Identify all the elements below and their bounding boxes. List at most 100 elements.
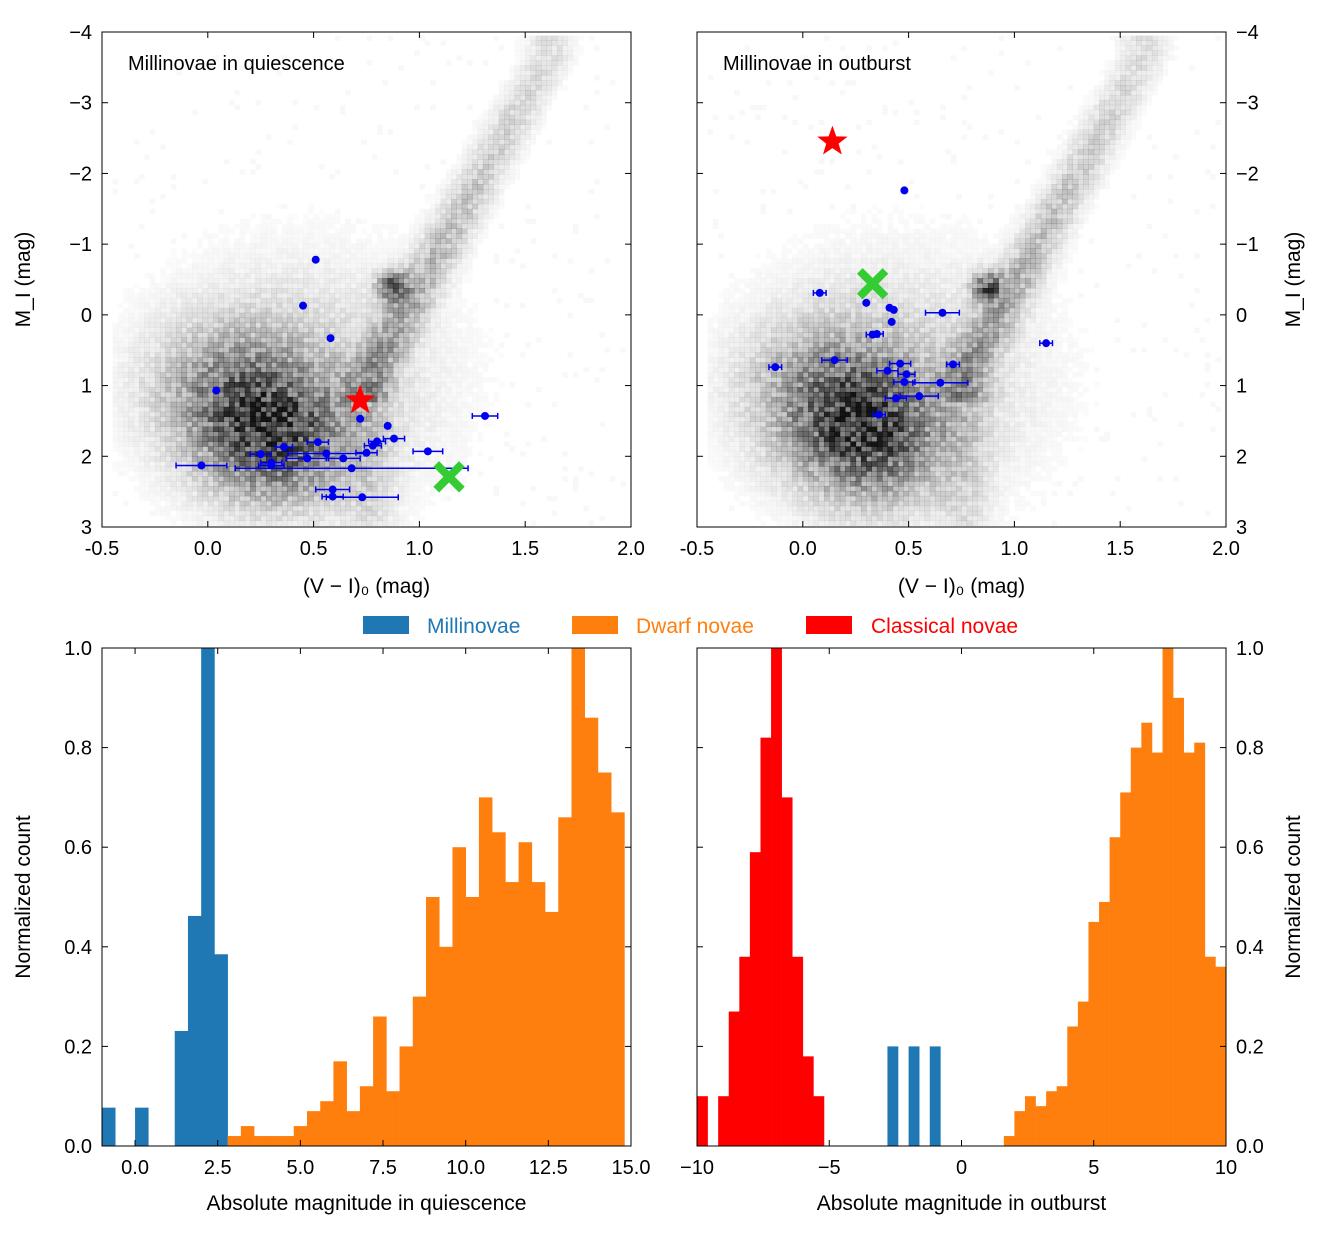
density-cell	[504, 164, 510, 170]
density-cell	[239, 431, 246, 437]
density-cell	[213, 421, 219, 427]
density-cell	[398, 362, 404, 368]
density-cell	[472, 179, 478, 185]
density-cell	[329, 347, 336, 353]
density-cell	[451, 328, 457, 333]
density-cell	[734, 411, 740, 418]
density-cell	[424, 317, 431, 324]
density-cell	[160, 446, 166, 452]
density-cell	[456, 218, 463, 225]
density-cell	[382, 268, 389, 274]
density-cell	[170, 431, 177, 437]
density-cell	[240, 219, 246, 224]
density-cell	[281, 515, 288, 522]
density-cell	[387, 456, 394, 462]
density-cell	[504, 99, 510, 106]
density-cell	[477, 188, 484, 195]
density-cell	[149, 312, 156, 319]
density-cell	[456, 402, 462, 407]
density-cell	[139, 446, 145, 451]
density-cell	[718, 347, 724, 353]
density-cell	[525, 134, 531, 140]
density-cell	[171, 516, 177, 521]
density-cell	[255, 372, 262, 378]
density-cell	[234, 105, 240, 110]
density-cell	[345, 391, 352, 398]
data-point	[257, 461, 285, 470]
density-cell	[567, 55, 574, 61]
density-cell	[313, 401, 320, 408]
density-cell	[292, 287, 299, 294]
density-cell	[218, 312, 225, 319]
density-cell	[265, 307, 272, 314]
density-cell	[324, 505, 330, 512]
density-cell	[366, 520, 373, 526]
density-cell	[445, 258, 452, 264]
density-cell	[165, 456, 172, 462]
density-cell	[234, 253, 240, 258]
density-cell	[149, 357, 156, 363]
density-cell	[435, 411, 441, 418]
density-cell	[170, 386, 177, 393]
density-cell	[292, 406, 299, 413]
density-cell	[297, 372, 304, 378]
density-cell	[297, 327, 304, 333]
density-cell	[303, 421, 309, 427]
density-cell	[504, 114, 510, 121]
density-cell	[181, 307, 188, 314]
density-cell	[144, 431, 151, 437]
density-cell	[546, 70, 553, 76]
density-cell	[414, 105, 420, 110]
density-cell	[123, 293, 129, 298]
density-cell	[133, 421, 140, 427]
density-cell	[281, 505, 288, 512]
density-cell	[355, 362, 362, 368]
density-cell	[165, 273, 171, 278]
density-cell	[366, 297, 373, 304]
density-cell	[139, 303, 145, 308]
density-cell	[446, 313, 452, 318]
density-cell	[281, 347, 288, 353]
density-cell	[228, 332, 235, 338]
density-cell	[345, 234, 351, 239]
density-cell	[393, 229, 399, 234]
density-cell	[403, 426, 410, 432]
density-cell	[176, 317, 182, 324]
density-cell	[113, 491, 119, 496]
density-cell	[287, 372, 293, 378]
density-cell	[467, 352, 473, 357]
density-cell	[265, 377, 272, 383]
density-cell	[160, 283, 166, 288]
density-cell	[377, 401, 383, 408]
density-cell	[392, 481, 399, 487]
density-cell	[382, 248, 388, 253]
density-cell	[277, 243, 283, 248]
density-cell	[313, 322, 320, 328]
density-cell	[419, 416, 426, 423]
density-cell	[356, 258, 362, 263]
density-cell	[520, 45, 526, 50]
density-cell	[409, 461, 415, 466]
density-cell	[144, 456, 151, 462]
density-cell	[350, 416, 357, 423]
density-cell	[324, 396, 330, 403]
density-cell	[718, 416, 724, 423]
density-cell	[318, 485, 325, 492]
density-cell	[419, 347, 426, 353]
density-cell	[213, 362, 219, 368]
density-cell	[435, 456, 441, 461]
density-cell	[118, 382, 124, 387]
density-cell	[287, 481, 293, 487]
density-cell	[276, 302, 283, 309]
density-cell	[430, 387, 436, 392]
density-cell	[154, 302, 161, 309]
density-cell	[197, 297, 203, 304]
density-cell	[403, 476, 410, 482]
density-cell	[287, 431, 293, 437]
density-cell	[324, 476, 330, 482]
density-cell	[123, 386, 129, 393]
density-cell	[562, 70, 568, 76]
density-cell	[260, 485, 267, 492]
density-cell	[282, 258, 288, 263]
